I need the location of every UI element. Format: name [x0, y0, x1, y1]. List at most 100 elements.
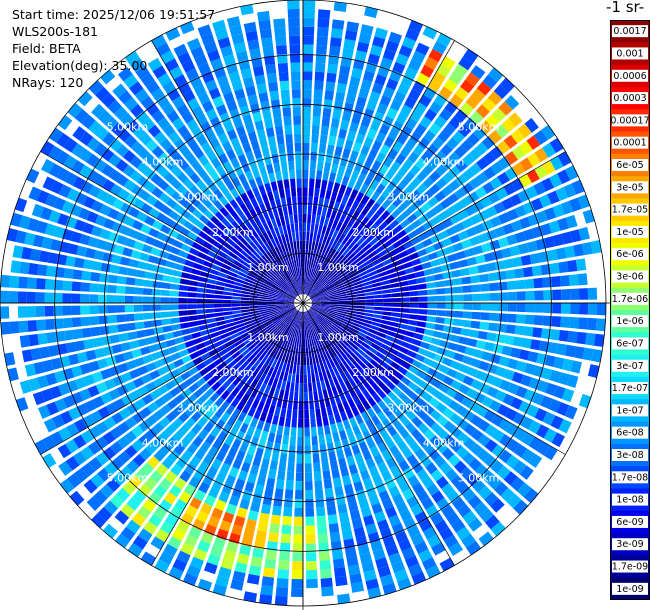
range-gate	[372, 317, 382, 323]
range-gate	[486, 332, 497, 342]
range-gate	[118, 266, 129, 276]
range-gate	[319, 253, 325, 263]
range-gate	[478, 531, 494, 547]
range-gate	[222, 379, 232, 390]
range-gate	[317, 161, 324, 171]
range-gate	[550, 156, 564, 171]
range-gate	[430, 512, 444, 526]
range-gate	[561, 289, 571, 300]
range-gate	[156, 95, 170, 109]
range-gate	[303, 187, 308, 197]
range-gate	[334, 355, 342, 365]
range-gate	[274, 27, 286, 38]
range-gate	[266, 220, 274, 230]
range-gate	[259, 294, 268, 298]
range-gate	[243, 527, 255, 539]
range-gate	[551, 316, 562, 328]
range-gate	[382, 289, 392, 294]
range-gate	[323, 216, 330, 227]
range-gate	[449, 261, 460, 270]
range-gate	[189, 274, 200, 281]
range-gate	[229, 267, 240, 274]
range-gate	[375, 152, 386, 164]
range-gate	[286, 306, 296, 312]
range-gate	[384, 437, 396, 449]
range-gate	[279, 152, 287, 163]
range-gate	[196, 314, 207, 320]
range-gate	[338, 303, 348, 305]
range-gate	[239, 332, 249, 339]
range-gate	[196, 287, 206, 293]
range-gate	[483, 454, 497, 468]
range-gate	[88, 80, 104, 95]
range-gate	[262, 495, 273, 506]
range-gate	[403, 336, 414, 344]
range-gate	[452, 318, 463, 327]
range-gate	[289, 318, 295, 327]
range-gate	[419, 255, 430, 264]
range-gate	[515, 279, 526, 290]
range-gate	[181, 272, 191, 279]
range-gate	[42, 453, 57, 468]
range-gate	[311, 306, 320, 311]
range-gate	[231, 303, 241, 307]
range-gate	[427, 251, 439, 261]
range-gate	[243, 21, 257, 33]
range-gate	[115, 212, 128, 224]
range-gate	[93, 158, 107, 172]
range-gate	[247, 94, 259, 105]
range-gate	[234, 145, 244, 157]
range-gate	[456, 446, 469, 459]
range-gate	[319, 308, 329, 313]
range-gate	[9, 275, 20, 289]
range-gate	[283, 334, 289, 344]
range-gate	[75, 377, 87, 390]
range-gate	[182, 265, 193, 273]
range-gate	[124, 295, 134, 303]
range-gate	[138, 189, 151, 202]
range-gate	[547, 249, 558, 262]
range-gate	[543, 289, 553, 301]
range-gate	[54, 318, 64, 330]
range-gate	[70, 204, 83, 217]
range-gate	[174, 498, 188, 512]
range-gate	[152, 319, 163, 327]
range-gate	[356, 249, 365, 258]
range-gate	[257, 401, 265, 412]
range-gate	[360, 255, 370, 264]
range-gate	[420, 455, 432, 468]
range-gate	[177, 171, 189, 184]
range-gate	[252, 250, 261, 259]
range-gate	[231, 350, 241, 360]
range-gate	[542, 142, 556, 158]
range-gate	[276, 134, 285, 145]
range-gate	[441, 158, 454, 171]
range-gate	[240, 297, 250, 301]
range-gate	[186, 564, 201, 578]
range-gate	[228, 427, 239, 438]
range-gate	[116, 384, 129, 397]
range-gate	[108, 324, 119, 334]
range-gate	[264, 55, 276, 66]
range-gate	[305, 534, 316, 544]
range-gate	[454, 109, 468, 123]
range-gate	[301, 285, 303, 295]
range-gate	[332, 477, 342, 488]
range-gate	[248, 178, 257, 189]
range-gate	[240, 68, 253, 80]
range-gate	[347, 303, 357, 306]
range-gate	[24, 363, 37, 377]
range-gate	[414, 541, 429, 555]
range-gate	[362, 243, 372, 252]
range-gate	[374, 27, 388, 40]
range-gate	[308, 319, 313, 329]
range-gate	[481, 351, 493, 362]
range-gate	[505, 408, 518, 421]
range-gate	[197, 282, 207, 288]
range-gate	[278, 254, 285, 264]
range-gate	[247, 510, 259, 521]
range-gate	[460, 466, 474, 480]
range-gate	[210, 366, 220, 376]
range-gate	[550, 415, 564, 430]
range-gate	[282, 324, 289, 333]
